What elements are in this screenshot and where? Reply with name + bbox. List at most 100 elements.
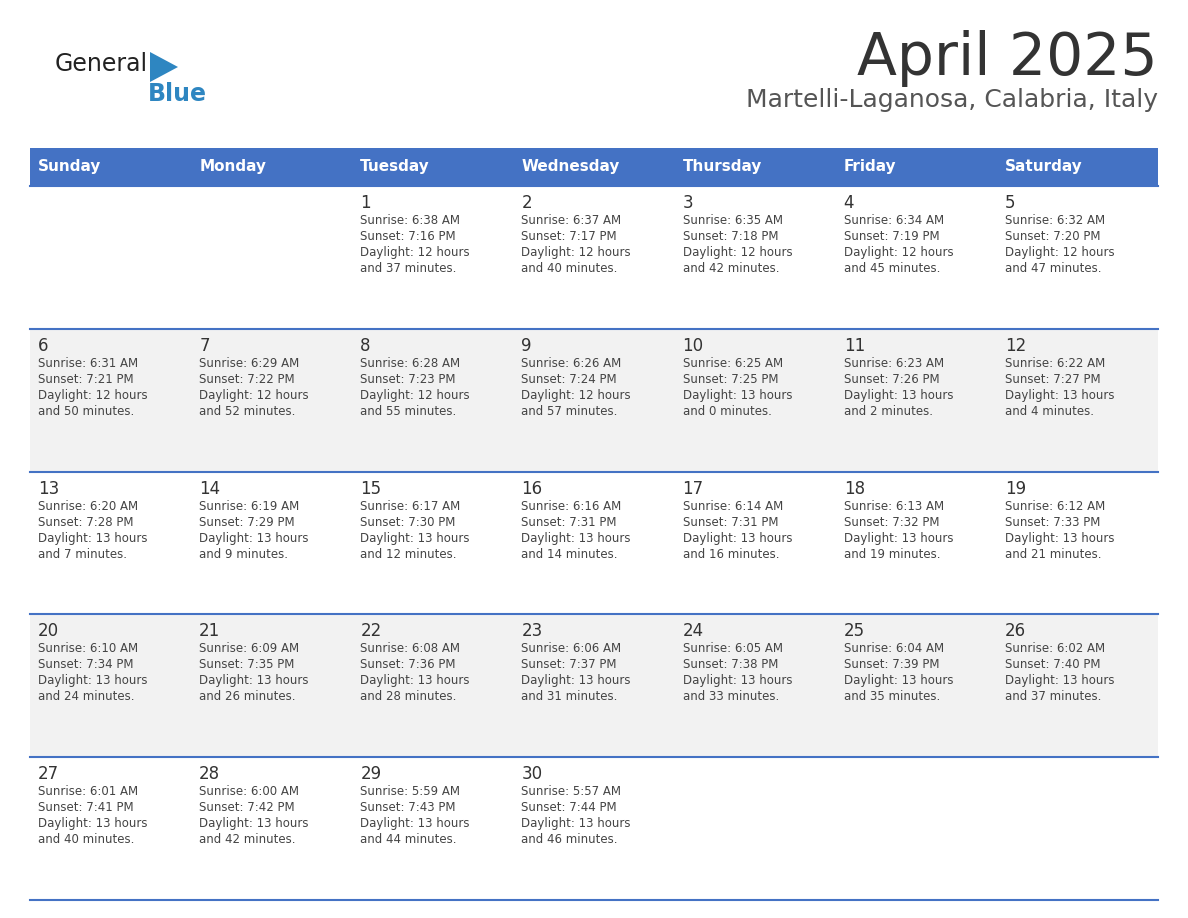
Text: Daylight: 12 hours: Daylight: 12 hours — [360, 389, 470, 402]
Text: Daylight: 13 hours: Daylight: 13 hours — [38, 675, 147, 688]
Text: Sunday: Sunday — [38, 160, 101, 174]
Text: Sunset: 7:31 PM: Sunset: 7:31 PM — [522, 516, 617, 529]
Text: Daylight: 13 hours: Daylight: 13 hours — [200, 532, 309, 544]
Text: and 55 minutes.: and 55 minutes. — [360, 405, 456, 418]
Text: 24: 24 — [683, 622, 703, 641]
Text: and 40 minutes.: and 40 minutes. — [38, 834, 134, 846]
Text: 19: 19 — [1005, 479, 1026, 498]
Text: 7: 7 — [200, 337, 209, 354]
Polygon shape — [150, 52, 178, 82]
Text: Daylight: 12 hours: Daylight: 12 hours — [522, 246, 631, 259]
Text: Daylight: 13 hours: Daylight: 13 hours — [200, 675, 309, 688]
Text: 5: 5 — [1005, 194, 1016, 212]
Text: and 37 minutes.: and 37 minutes. — [360, 262, 456, 275]
Text: Sunrise: 6:31 AM: Sunrise: 6:31 AM — [38, 357, 138, 370]
Text: Sunset: 7:39 PM: Sunset: 7:39 PM — [843, 658, 940, 671]
Text: Daylight: 12 hours: Daylight: 12 hours — [522, 389, 631, 402]
Text: and 26 minutes.: and 26 minutes. — [200, 690, 296, 703]
Text: Daylight: 13 hours: Daylight: 13 hours — [38, 532, 147, 544]
Text: 25: 25 — [843, 622, 865, 641]
Text: Sunrise: 6:26 AM: Sunrise: 6:26 AM — [522, 357, 621, 370]
Bar — [353, 148, 513, 186]
Text: 16: 16 — [522, 479, 543, 498]
Text: Martelli-Laganosa, Calabria, Italy: Martelli-Laganosa, Calabria, Italy — [746, 88, 1158, 112]
Text: Sunrise: 6:32 AM: Sunrise: 6:32 AM — [1005, 214, 1105, 227]
Text: 14: 14 — [200, 479, 220, 498]
Text: Sunrise: 6:09 AM: Sunrise: 6:09 AM — [200, 643, 299, 655]
Text: 18: 18 — [843, 479, 865, 498]
Bar — [513, 148, 675, 186]
Text: Sunrise: 6:23 AM: Sunrise: 6:23 AM — [843, 357, 943, 370]
Text: Daylight: 13 hours: Daylight: 13 hours — [683, 532, 792, 544]
Text: Sunrise: 6:34 AM: Sunrise: 6:34 AM — [843, 214, 943, 227]
Text: and 16 minutes.: and 16 minutes. — [683, 548, 779, 561]
Text: 4: 4 — [843, 194, 854, 212]
Text: and 52 minutes.: and 52 minutes. — [200, 405, 296, 418]
Text: Sunset: 7:42 PM: Sunset: 7:42 PM — [200, 801, 295, 814]
Text: Sunrise: 6:37 AM: Sunrise: 6:37 AM — [522, 214, 621, 227]
Text: Daylight: 13 hours: Daylight: 13 hours — [522, 532, 631, 544]
Text: and 50 minutes.: and 50 minutes. — [38, 405, 134, 418]
Text: Sunrise: 6:14 AM: Sunrise: 6:14 AM — [683, 499, 783, 512]
Text: 21: 21 — [200, 622, 221, 641]
Bar — [997, 148, 1158, 186]
Text: Sunrise: 6:12 AM: Sunrise: 6:12 AM — [1005, 499, 1105, 512]
Text: Sunset: 7:29 PM: Sunset: 7:29 PM — [200, 516, 295, 529]
Text: Daylight: 13 hours: Daylight: 13 hours — [683, 675, 792, 688]
Bar — [191, 148, 353, 186]
Text: 8: 8 — [360, 337, 371, 354]
Text: Daylight: 13 hours: Daylight: 13 hours — [1005, 675, 1114, 688]
Text: Daylight: 12 hours: Daylight: 12 hours — [1005, 246, 1114, 259]
Text: Sunrise: 6:25 AM: Sunrise: 6:25 AM — [683, 357, 783, 370]
Text: 9: 9 — [522, 337, 532, 354]
Text: 17: 17 — [683, 479, 703, 498]
Text: Daylight: 13 hours: Daylight: 13 hours — [360, 817, 469, 830]
Text: Sunrise: 6:06 AM: Sunrise: 6:06 AM — [522, 643, 621, 655]
Text: Sunrise: 5:59 AM: Sunrise: 5:59 AM — [360, 785, 460, 798]
Bar — [30, 757, 1158, 900]
Text: 2: 2 — [522, 194, 532, 212]
Text: Daylight: 12 hours: Daylight: 12 hours — [360, 246, 470, 259]
Text: Sunset: 7:38 PM: Sunset: 7:38 PM — [683, 658, 778, 671]
Text: 12: 12 — [1005, 337, 1026, 354]
Text: Sunset: 7:19 PM: Sunset: 7:19 PM — [843, 230, 940, 243]
Text: and 31 minutes.: and 31 minutes. — [522, 690, 618, 703]
Text: 29: 29 — [360, 766, 381, 783]
Text: Sunrise: 6:22 AM: Sunrise: 6:22 AM — [1005, 357, 1105, 370]
Text: and 7 minutes.: and 7 minutes. — [38, 548, 127, 561]
Text: Daylight: 13 hours: Daylight: 13 hours — [1005, 532, 1114, 544]
Text: 22: 22 — [360, 622, 381, 641]
Text: and 37 minutes.: and 37 minutes. — [1005, 690, 1101, 703]
Text: Sunset: 7:23 PM: Sunset: 7:23 PM — [360, 373, 456, 386]
Text: Sunrise: 6:28 AM: Sunrise: 6:28 AM — [360, 357, 461, 370]
Text: and 12 minutes.: and 12 minutes. — [360, 548, 456, 561]
Bar — [30, 614, 1158, 757]
Text: Sunrise: 6:08 AM: Sunrise: 6:08 AM — [360, 643, 460, 655]
Text: Sunrise: 6:19 AM: Sunrise: 6:19 AM — [200, 499, 299, 512]
Text: and 24 minutes.: and 24 minutes. — [38, 690, 134, 703]
Bar — [835, 148, 997, 186]
Text: Daylight: 13 hours: Daylight: 13 hours — [200, 817, 309, 830]
Text: Sunrise: 6:01 AM: Sunrise: 6:01 AM — [38, 785, 138, 798]
Text: Sunrise: 6:10 AM: Sunrise: 6:10 AM — [38, 643, 138, 655]
Text: Sunset: 7:34 PM: Sunset: 7:34 PM — [38, 658, 133, 671]
Text: 23: 23 — [522, 622, 543, 641]
Text: Sunset: 7:33 PM: Sunset: 7:33 PM — [1005, 516, 1100, 529]
Text: Friday: Friday — [843, 160, 896, 174]
Text: 1: 1 — [360, 194, 371, 212]
Text: Sunset: 7:17 PM: Sunset: 7:17 PM — [522, 230, 617, 243]
Text: Sunrise: 6:38 AM: Sunrise: 6:38 AM — [360, 214, 460, 227]
Text: Daylight: 13 hours: Daylight: 13 hours — [843, 675, 953, 688]
Bar — [30, 329, 1158, 472]
Text: and 9 minutes.: and 9 minutes. — [200, 548, 289, 561]
Text: Sunset: 7:44 PM: Sunset: 7:44 PM — [522, 801, 617, 814]
Text: 13: 13 — [38, 479, 59, 498]
Text: and 33 minutes.: and 33 minutes. — [683, 690, 779, 703]
Text: and 42 minutes.: and 42 minutes. — [683, 262, 779, 275]
Text: Tuesday: Tuesday — [360, 160, 430, 174]
Text: General: General — [55, 52, 148, 76]
Text: Daylight: 13 hours: Daylight: 13 hours — [683, 389, 792, 402]
Text: Wednesday: Wednesday — [522, 160, 620, 174]
Text: 30: 30 — [522, 766, 543, 783]
Text: Sunset: 7:26 PM: Sunset: 7:26 PM — [843, 373, 940, 386]
